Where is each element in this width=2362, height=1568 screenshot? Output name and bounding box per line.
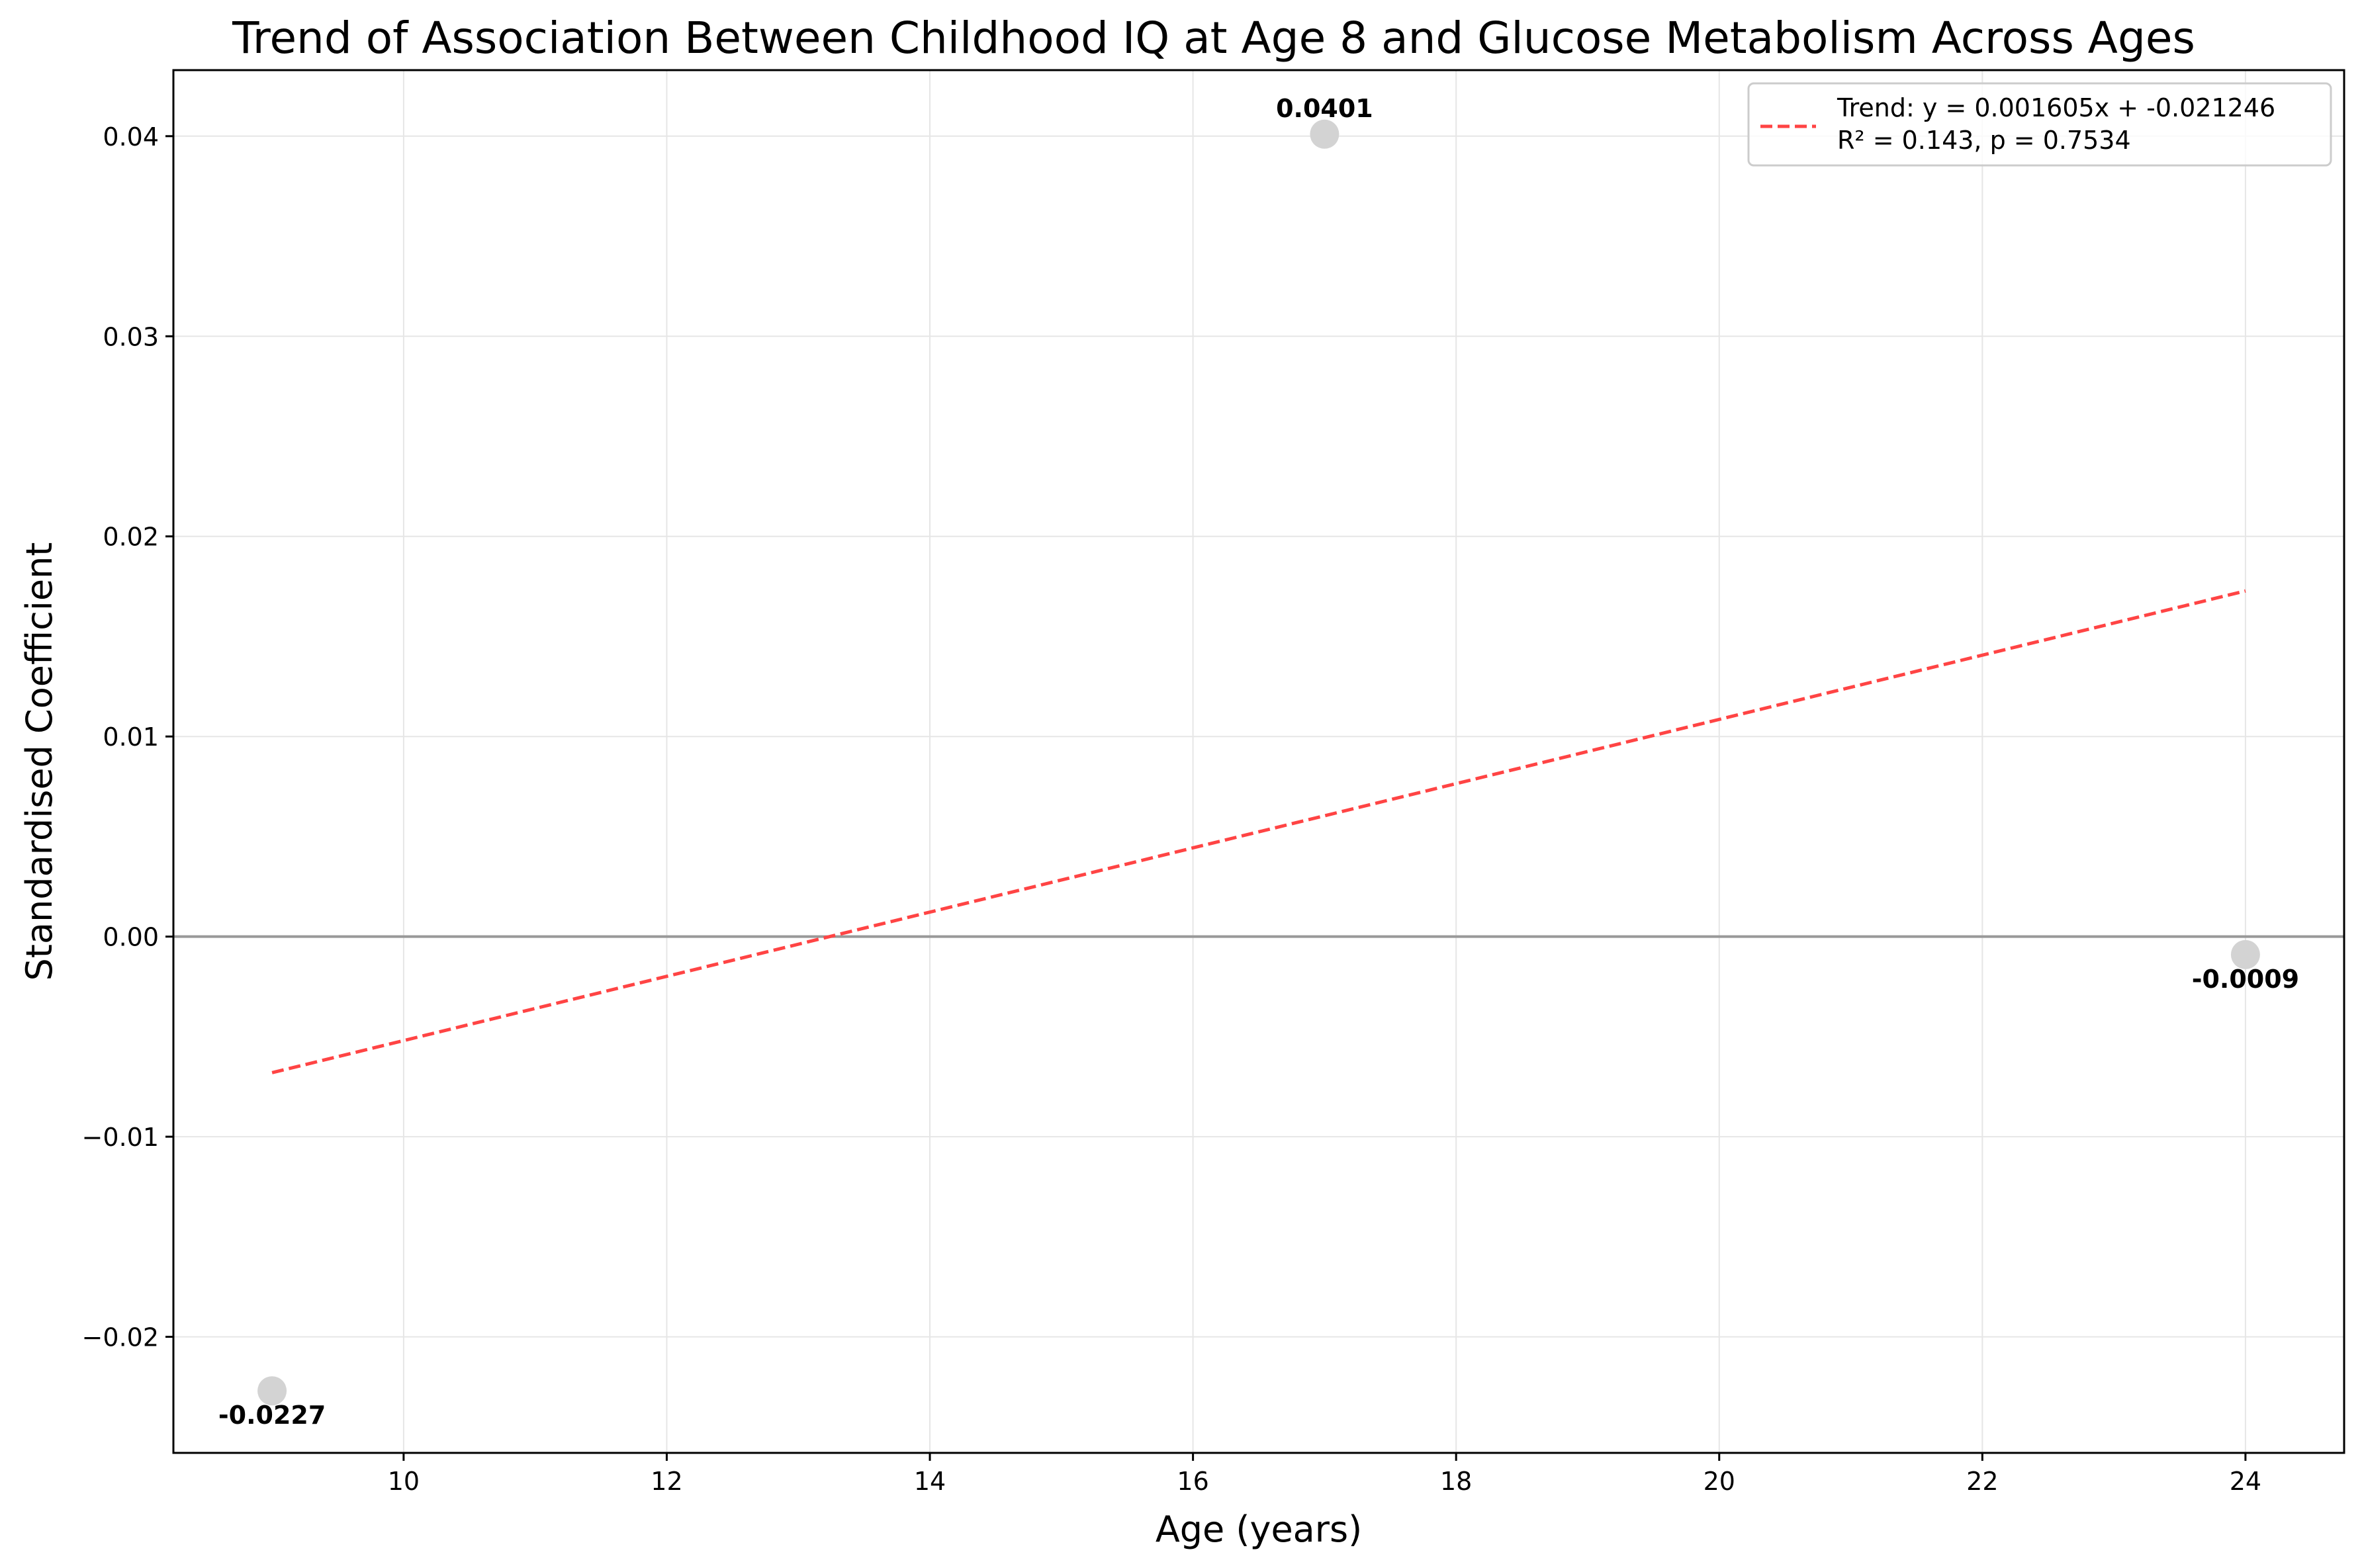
data-labels: -0.0227 0.0401 -0.0009	[218, 94, 2299, 1430]
y-tick-label: −0.02	[82, 1323, 159, 1352]
x-tick-label: 16	[1177, 1467, 1208, 1496]
y-axis: −0.02 −0.01 0.00 0.01 0.02 0.03 0.04	[82, 122, 173, 1352]
legend: Trend: y = 0.001605x + -0.021246 R² = 0.…	[1747, 82, 2332, 167]
x-axis-label: Age (years)	[1156, 1508, 1362, 1550]
x-tick-label: 20	[1703, 1467, 1735, 1496]
x-tick-label: 22	[1966, 1467, 1998, 1496]
trend-series	[271, 589, 2246, 1074]
data-point	[257, 1376, 287, 1406]
data-label: 0.0401	[1276, 94, 1373, 123]
y-tick-label: −0.01	[82, 1123, 159, 1152]
legend-box	[1747, 82, 2332, 167]
x-axis: 10 12 14 16 18 20 22 24	[388, 1453, 2261, 1496]
y-tick-label: 0.03	[103, 322, 159, 351]
x-tick-label: 24	[2230, 1467, 2261, 1496]
data-label: -0.0009	[2192, 965, 2299, 994]
legend-trend-stats: R² = 0.143, p = 0.7534	[1837, 126, 2131, 155]
x-tick-label: 10	[388, 1467, 420, 1496]
y-tick-label: 0.00	[103, 923, 159, 952]
x-tick-label: 12	[651, 1467, 682, 1496]
legend-trend-equation: Trend: y = 0.001605x + -0.021246	[1837, 93, 2275, 122]
data-label: -0.0227	[218, 1401, 326, 1430]
data-point	[1310, 119, 1340, 149]
plot-frame	[172, 69, 2345, 1454]
y-axis-label: Standardised Coefficient	[19, 543, 60, 981]
scatter-series	[257, 119, 2260, 1406]
data-point	[2230, 939, 2260, 969]
y-tick-label: 0.04	[103, 122, 159, 152]
chart-title: Trend of Association Between Childhood I…	[232, 13, 2195, 64]
y-tick-label: 0.01	[103, 722, 159, 752]
x-tick-label: 14	[914, 1467, 946, 1496]
y-tick-label: 0.02	[103, 523, 159, 552]
trend-line	[271, 589, 2246, 1074]
x-tick-label: 18	[1440, 1467, 1472, 1496]
